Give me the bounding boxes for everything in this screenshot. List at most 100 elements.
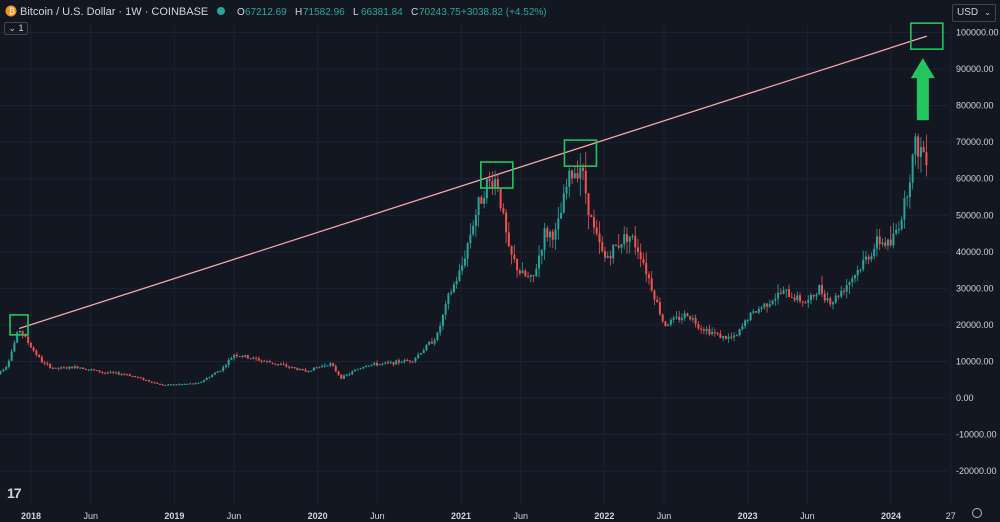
candle (664, 320, 667, 327)
trendline[interactable] (18, 35, 928, 330)
candle (169, 384, 172, 386)
candle-body (796, 295, 799, 301)
candle-body (856, 269, 859, 276)
candle (474, 209, 477, 237)
highlight-box[interactable] (910, 22, 944, 50)
candle (189, 382, 192, 385)
candle (0, 370, 2, 375)
candle (367, 365, 370, 368)
collapse-indicators-button[interactable]: ⌄ 1 (4, 22, 28, 35)
ohlc-label: C (411, 7, 418, 18)
candle-body (886, 239, 889, 246)
candle (650, 271, 653, 293)
candle (51, 366, 54, 370)
candle-body (680, 318, 683, 321)
candle-body (175, 384, 178, 386)
candle (842, 287, 845, 296)
candle-body (851, 278, 854, 283)
candle (466, 241, 469, 267)
candle-body (727, 336, 730, 339)
candle (878, 228, 881, 251)
candle-body (5, 367, 8, 370)
candle-body (785, 289, 788, 291)
candle-body (587, 193, 590, 216)
x-tick-label: 2022 (594, 511, 614, 521)
candle-body (535, 268, 538, 277)
candle (288, 365, 291, 370)
candle (505, 209, 508, 244)
candle (202, 379, 205, 383)
candle-body (799, 295, 802, 302)
candle-body (370, 364, 373, 366)
candle-body (658, 302, 661, 315)
highlight-box[interactable] (480, 161, 514, 189)
candle-body (46, 363, 49, 365)
candle (804, 300, 807, 304)
candle-body (167, 384, 170, 386)
candle (216, 370, 219, 373)
candle-body (524, 270, 527, 277)
candle-body (919, 147, 922, 157)
candle (603, 246, 606, 262)
candle (870, 252, 873, 262)
currency-select[interactable]: USD ⌄ (952, 4, 996, 22)
candle (642, 253, 645, 265)
candle-body (458, 270, 461, 281)
highlight-box[interactable] (563, 139, 598, 167)
candle (408, 360, 411, 364)
candle-body (296, 368, 299, 371)
ohlc-change: +3038.82 (+4.52%) (461, 7, 547, 18)
candle-body (491, 181, 494, 189)
candle (669, 317, 672, 327)
candle-body (518, 270, 521, 274)
candle (730, 332, 733, 340)
candle-body (213, 372, 216, 375)
candle-body (362, 366, 365, 369)
candle (233, 353, 236, 361)
candle-body (381, 363, 384, 365)
candle (2, 368, 5, 372)
candle-body (417, 354, 420, 358)
x-tick-label: Jun (227, 511, 242, 521)
candle-body (200, 381, 203, 383)
candle (593, 209, 596, 235)
candle-body (109, 372, 112, 374)
candle-body (222, 367, 225, 371)
candle (562, 184, 565, 214)
market-status-icon[interactable] (217, 7, 225, 15)
candle-body (631, 235, 634, 237)
highlight-box[interactable] (9, 314, 29, 336)
chevron-down-icon: ⌄ (984, 8, 991, 17)
candle (856, 265, 859, 282)
candle-body (414, 357, 417, 362)
candle (318, 366, 321, 369)
candle (527, 271, 530, 279)
symbol-title[interactable]: Bitcoin / U.S. Dollar · 1W · COINBASE (20, 6, 208, 18)
candle (867, 254, 870, 265)
candle (840, 285, 843, 299)
candle-body (428, 341, 431, 345)
candle-body (689, 316, 692, 320)
candle (395, 359, 398, 365)
candle (326, 365, 329, 367)
candle (560, 202, 563, 219)
candle-body (499, 188, 502, 209)
candle-body (601, 242, 604, 252)
candle (260, 359, 263, 364)
candle (263, 359, 266, 362)
x-tick-label: 2024 (881, 511, 901, 521)
candle (881, 238, 884, 248)
ohlc-value: 70243.75 (419, 7, 461, 18)
candle (452, 281, 455, 294)
settings-icon[interactable] (972, 508, 982, 518)
candle-body (807, 300, 810, 303)
candle (573, 165, 576, 179)
trendline-group (18, 35, 928, 330)
candle (79, 367, 82, 369)
candle (197, 382, 200, 384)
candle (667, 323, 670, 327)
candle-body (549, 231, 552, 238)
candle-body (147, 380, 150, 382)
candle (661, 313, 664, 324)
